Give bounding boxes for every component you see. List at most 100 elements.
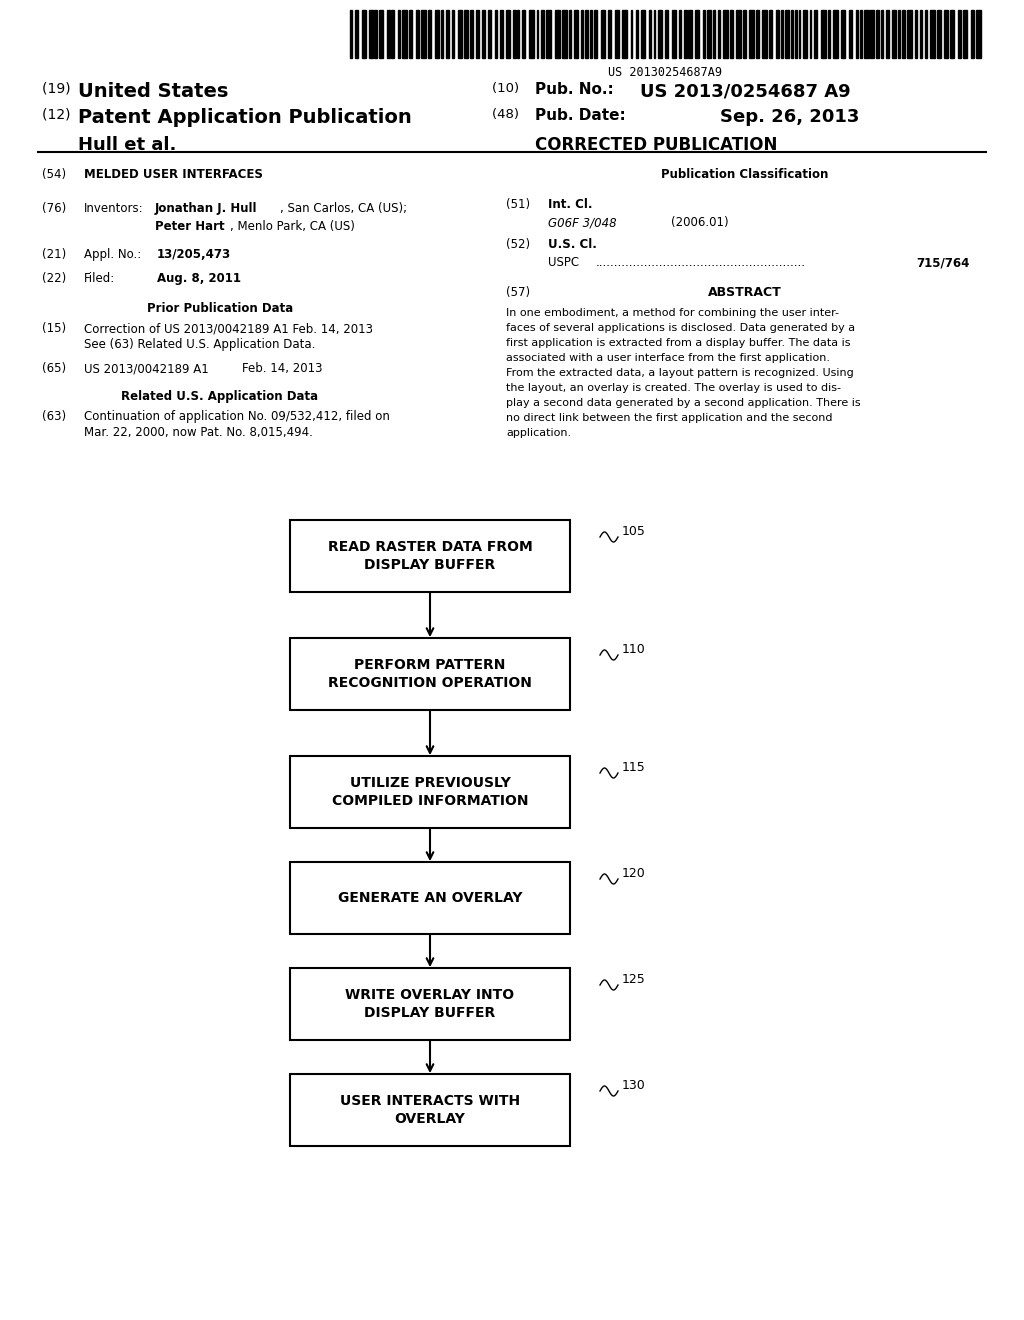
Bar [881, 11, 884, 58]
Bar [937, 11, 941, 58]
Text: US 20130254687A9: US 20130254687A9 [608, 66, 722, 79]
Text: first application is extracted from a display buffer. The data is: first application is extracted from a di… [506, 338, 851, 348]
Bar [562, 11, 566, 58]
Bar [585, 11, 588, 58]
Text: READ RASTER DATA FROM
DISPLAY BUFFER: READ RASTER DATA FROM DISPLAY BUFFER [328, 540, 532, 572]
Bar [756, 11, 759, 58]
Bar [594, 11, 597, 58]
Bar [290, 1074, 570, 1146]
Text: (52): (52) [506, 238, 530, 251]
Bar [446, 11, 449, 58]
Text: 13/205,473: 13/205,473 [157, 248, 231, 261]
Bar [290, 968, 570, 1040]
Bar [729, 11, 733, 58]
Text: WRITE OVERLAY INTO
DISPLAY BUFFER: WRITE OVERLAY INTO DISPLAY BUFFER [345, 987, 515, 1020]
Bar [925, 11, 927, 58]
Bar [636, 11, 638, 58]
Bar [736, 11, 741, 58]
Text: Hull et al.: Hull et al. [78, 136, 176, 154]
Bar [482, 11, 485, 58]
Bar [374, 11, 377, 58]
Text: 115: 115 [622, 762, 646, 774]
Bar [713, 11, 715, 58]
Bar [422, 11, 426, 58]
Bar [370, 11, 373, 58]
Bar [417, 11, 419, 58]
Bar [810, 11, 811, 58]
Bar [465, 11, 468, 58]
Text: US 2013/0254687 A9: US 2013/0254687 A9 [640, 82, 851, 100]
Text: Appl. No.:: Appl. No.: [84, 248, 141, 261]
Bar [409, 11, 413, 58]
Bar [864, 11, 868, 58]
Text: (76): (76) [42, 202, 67, 215]
Bar [828, 11, 829, 58]
Text: Peter Hart: Peter Hart [155, 220, 224, 234]
Bar [528, 11, 534, 58]
Text: Sep. 26, 2013: Sep. 26, 2013 [720, 108, 859, 125]
Text: Pub. Date:: Pub. Date: [535, 108, 626, 123]
Text: Correction of US 2013/0042189 A1 Feb. 14, 2013: Correction of US 2013/0042189 A1 Feb. 14… [84, 322, 373, 335]
Text: USER INTERACTS WITH
OVERLAY: USER INTERACTS WITH OVERLAY [340, 1094, 520, 1126]
Bar [860, 11, 862, 58]
Text: faces of several applications is disclosed. Data generated by a: faces of several applications is disclos… [506, 323, 855, 333]
Bar [769, 11, 772, 58]
Bar [513, 11, 515, 58]
Text: UTILIZE PREVIOUSLY
COMPILED INFORMATION: UTILIZE PREVIOUSLY COMPILED INFORMATION [332, 776, 528, 808]
Text: 125: 125 [622, 973, 646, 986]
Text: US 2013/0042189 A1: US 2013/0042189 A1 [84, 362, 209, 375]
Text: (10): (10) [492, 82, 523, 95]
Bar [573, 11, 578, 58]
Bar [355, 11, 358, 58]
Bar [541, 11, 545, 58]
Text: Inventors:: Inventors: [84, 202, 143, 215]
Bar [762, 11, 767, 58]
Text: 120: 120 [622, 867, 646, 880]
Bar [723, 11, 728, 58]
Text: United States: United States [78, 82, 228, 102]
Text: (15): (15) [42, 322, 67, 335]
Bar [680, 11, 681, 58]
Text: , Menlo Park, CA (US): , Menlo Park, CA (US) [230, 220, 355, 234]
Bar [795, 11, 797, 58]
Text: (12): (12) [42, 108, 75, 121]
Bar [781, 11, 783, 58]
Bar [631, 11, 632, 58]
Bar [623, 11, 627, 58]
Bar [944, 11, 948, 58]
Bar [976, 11, 981, 58]
Bar [856, 11, 857, 58]
Bar [688, 11, 692, 58]
Text: MELDED USER INTERFACES: MELDED USER INTERFACES [84, 168, 263, 181]
Bar [792, 11, 793, 58]
Bar [743, 11, 745, 58]
Bar [964, 11, 968, 58]
Text: ........................................................: ........................................… [596, 256, 806, 269]
Text: Related U.S. Application Data: Related U.S. Application Data [122, 389, 318, 403]
Text: Aug. 8, 2011: Aug. 8, 2011 [157, 272, 241, 285]
Text: play a second data generated by a second application. There is: play a second data generated by a second… [506, 399, 860, 408]
Bar [501, 11, 504, 58]
Text: Int. Cl.: Int. Cl. [548, 198, 593, 211]
Bar [814, 11, 817, 58]
Text: Patent Application Publication: Patent Application Publication [78, 108, 412, 127]
Bar [898, 11, 900, 58]
Bar [886, 11, 890, 58]
Bar [387, 11, 390, 58]
Text: application.: application. [506, 428, 571, 438]
Bar [785, 11, 790, 58]
Bar [435, 11, 438, 58]
Text: (57): (57) [506, 286, 530, 300]
Bar [537, 11, 539, 58]
Bar [971, 11, 975, 58]
Text: (54): (54) [42, 168, 67, 181]
Text: USPC: USPC [548, 256, 580, 269]
Bar [776, 11, 779, 58]
Bar [361, 11, 367, 58]
Bar [290, 756, 570, 828]
Bar [470, 11, 473, 58]
Bar [506, 11, 510, 58]
Bar [495, 11, 497, 58]
Bar [402, 11, 408, 58]
Bar [750, 11, 754, 58]
